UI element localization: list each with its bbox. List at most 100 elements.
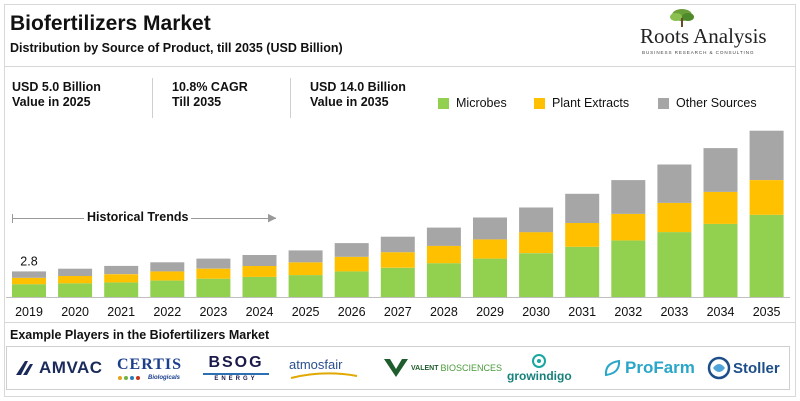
stat-value-2035: USD 14.0 Billion Value in 2035: [310, 80, 406, 110]
bar-segment-microbes-2027: [380, 267, 415, 297]
players-title: Example Players in the Biofertilizers Ma…: [10, 328, 270, 342]
x-tick-label-2032: 2032: [614, 305, 642, 319]
x-tick-label-2024: 2024: [246, 305, 274, 319]
profarm-leaf-icon: [604, 359, 621, 377]
stat-line: Value in 2025: [12, 95, 91, 109]
player-name: AMVAC: [39, 358, 103, 377]
bar-segment-plant-extracts-2021: [104, 274, 139, 283]
stat-line: 10.8% CAGR: [172, 80, 248, 94]
bar-segment-other-sources-2028: [426, 227, 461, 246]
page-subtitle: Distribution by Source of Product, till …: [10, 41, 343, 55]
data-label-2019: 2.8: [20, 254, 37, 268]
bar-segment-other-sources-2026: [334, 243, 369, 257]
legend-item-microbes: Microbes: [438, 96, 507, 110]
player-logo-valent: VALENT BIOSCIENCES: [383, 347, 502, 389]
player-name-secondary: BIOSCIENCES: [440, 363, 502, 373]
bar-segment-microbes-2023: [196, 278, 231, 297]
bar-segment-plant-extracts-2029: [473, 239, 507, 259]
tree-icon: [670, 9, 694, 27]
amvac-mark-icon: [16, 361, 33, 375]
x-tick-label-2025: 2025: [292, 305, 320, 319]
chart-divider: [5, 322, 795, 323]
bar-segment-microbes-2028: [426, 263, 461, 297]
stat-line: Value in 2035: [310, 95, 389, 109]
player-subtitle: Biologicals: [148, 374, 181, 381]
bar-segment-microbes-2035: [749, 214, 784, 297]
bar-segment-microbes-2030: [519, 253, 554, 297]
player-logo-certis: CERTIS Biologicals: [117, 347, 182, 389]
bar-segment-microbes-2034: [703, 223, 738, 297]
bar-segment-other-sources-2027: [380, 236, 415, 253]
logo-tagline: BUSINESS RESEARCH & CONSULTING: [642, 50, 755, 55]
bar-segment-other-sources-2029: [473, 217, 507, 240]
bar-segment-other-sources-2023: [196, 258, 231, 269]
player-name: atmosfair: [289, 356, 343, 372]
bar-segment-plant-extracts-2033: [657, 202, 692, 233]
x-tick-label-2030: 2030: [522, 305, 550, 319]
player-logo-stoller: Stoller: [707, 347, 780, 389]
bsog-mark-icon: [203, 373, 269, 375]
legend-item-other-sources: Other Sources: [658, 96, 757, 110]
bar-segment-plant-extracts-2030: [519, 232, 554, 254]
bar-segment-other-sources-2034: [703, 148, 738, 192]
legend-label: Microbes: [456, 96, 507, 110]
bar-segment-other-sources-2033: [657, 164, 692, 203]
logo-name: Roots Analysis: [640, 24, 767, 48]
historical-trends-label: Historical Trends: [84, 210, 192, 224]
player-logo-indigo: growindigo: [507, 347, 572, 389]
x-tick-label-2022: 2022: [153, 305, 181, 319]
bar-segment-plant-extracts-2025: [288, 262, 323, 276]
x-tick-label-2034: 2034: [707, 305, 735, 319]
legend-label: Other Sources: [676, 96, 757, 110]
stat-divider: [290, 78, 291, 118]
roots-analysis-logo: Roots Analysis BUSINESS RESEARCH & CONSU…: [636, 8, 786, 60]
bar-segment-plant-extracts-2031: [565, 223, 600, 247]
x-tick-label-2019: 2019: [15, 305, 43, 319]
player-logo-amvac: AMVAC: [15, 347, 103, 389]
bar-segment-microbes-2026: [334, 271, 369, 297]
bar-segment-plant-extracts-2023: [196, 268, 231, 279]
bar-segment-microbes-2033: [657, 232, 692, 297]
legend-swatch: [438, 97, 449, 109]
player-name: Stoller: [733, 359, 780, 377]
bar-segment-other-sources-2024: [242, 255, 277, 266]
stat-line: USD 14.0 Billion: [310, 80, 406, 94]
arrow-right-icon: ▶: [268, 212, 277, 224]
valent-v-icon: [384, 359, 408, 377]
infographic-frame: [4, 4, 796, 397]
bar-segment-plant-extracts-2022: [150, 271, 185, 281]
stacked-bar-chart: 2019 2020 2021 2022 2023 2024 2025 2026 2027 2028…: [6, 130, 790, 319]
player-name: CERTIS: [117, 355, 183, 373]
stat-divider: [152, 78, 153, 118]
player-name: VALENT: [411, 364, 439, 372]
bar-segment-microbes-2021: [104, 282, 139, 297]
x-tick-label-2023: 2023: [199, 305, 227, 319]
player-logo-atmosfair: atmosfair: [289, 347, 359, 389]
bar-segment-plant-extracts-2032: [611, 213, 646, 241]
header-divider: [5, 66, 795, 67]
bar-segment-plant-extracts-2026: [334, 256, 369, 272]
stat-line: Till 2035: [172, 95, 222, 109]
player-logo-profarm: ProFarm: [603, 347, 695, 389]
player-name: ProFarm: [625, 358, 695, 377]
bar-segment-other-sources-2031: [565, 193, 600, 223]
bar-segment-other-sources-2021: [104, 265, 139, 275]
bar-segment-microbes-2029: [473, 258, 507, 297]
bar-segment-other-sources-2020: [58, 268, 93, 276]
x-tick-label-2033: 2033: [660, 305, 688, 319]
bar-segment-microbes-2020: [58, 283, 93, 297]
stat-value-2025: USD 5.0 Billion Value in 2025: [12, 80, 101, 110]
bar-segment-microbes-2024: [242, 276, 277, 297]
bar-segment-plant-extracts-2019: [12, 277, 46, 285]
player-subtitle: ENERGY: [214, 376, 258, 382]
player-name: BSOG: [208, 354, 264, 371]
x-tick-label-2020: 2020: [61, 305, 89, 319]
bar-segment-plant-extracts-2020: [58, 276, 93, 284]
bar-segment-other-sources-2025: [288, 250, 323, 263]
certis-dots-icon: [118, 375, 140, 380]
legend-item-plant-extracts: Plant Extracts: [534, 96, 629, 110]
bar-segment-microbes-2022: [150, 280, 185, 297]
bar-segment-microbes-2025: [288, 275, 323, 297]
x-tick-label-2035: 2035: [753, 305, 781, 319]
x-tick-label-2021: 2021: [107, 305, 135, 319]
